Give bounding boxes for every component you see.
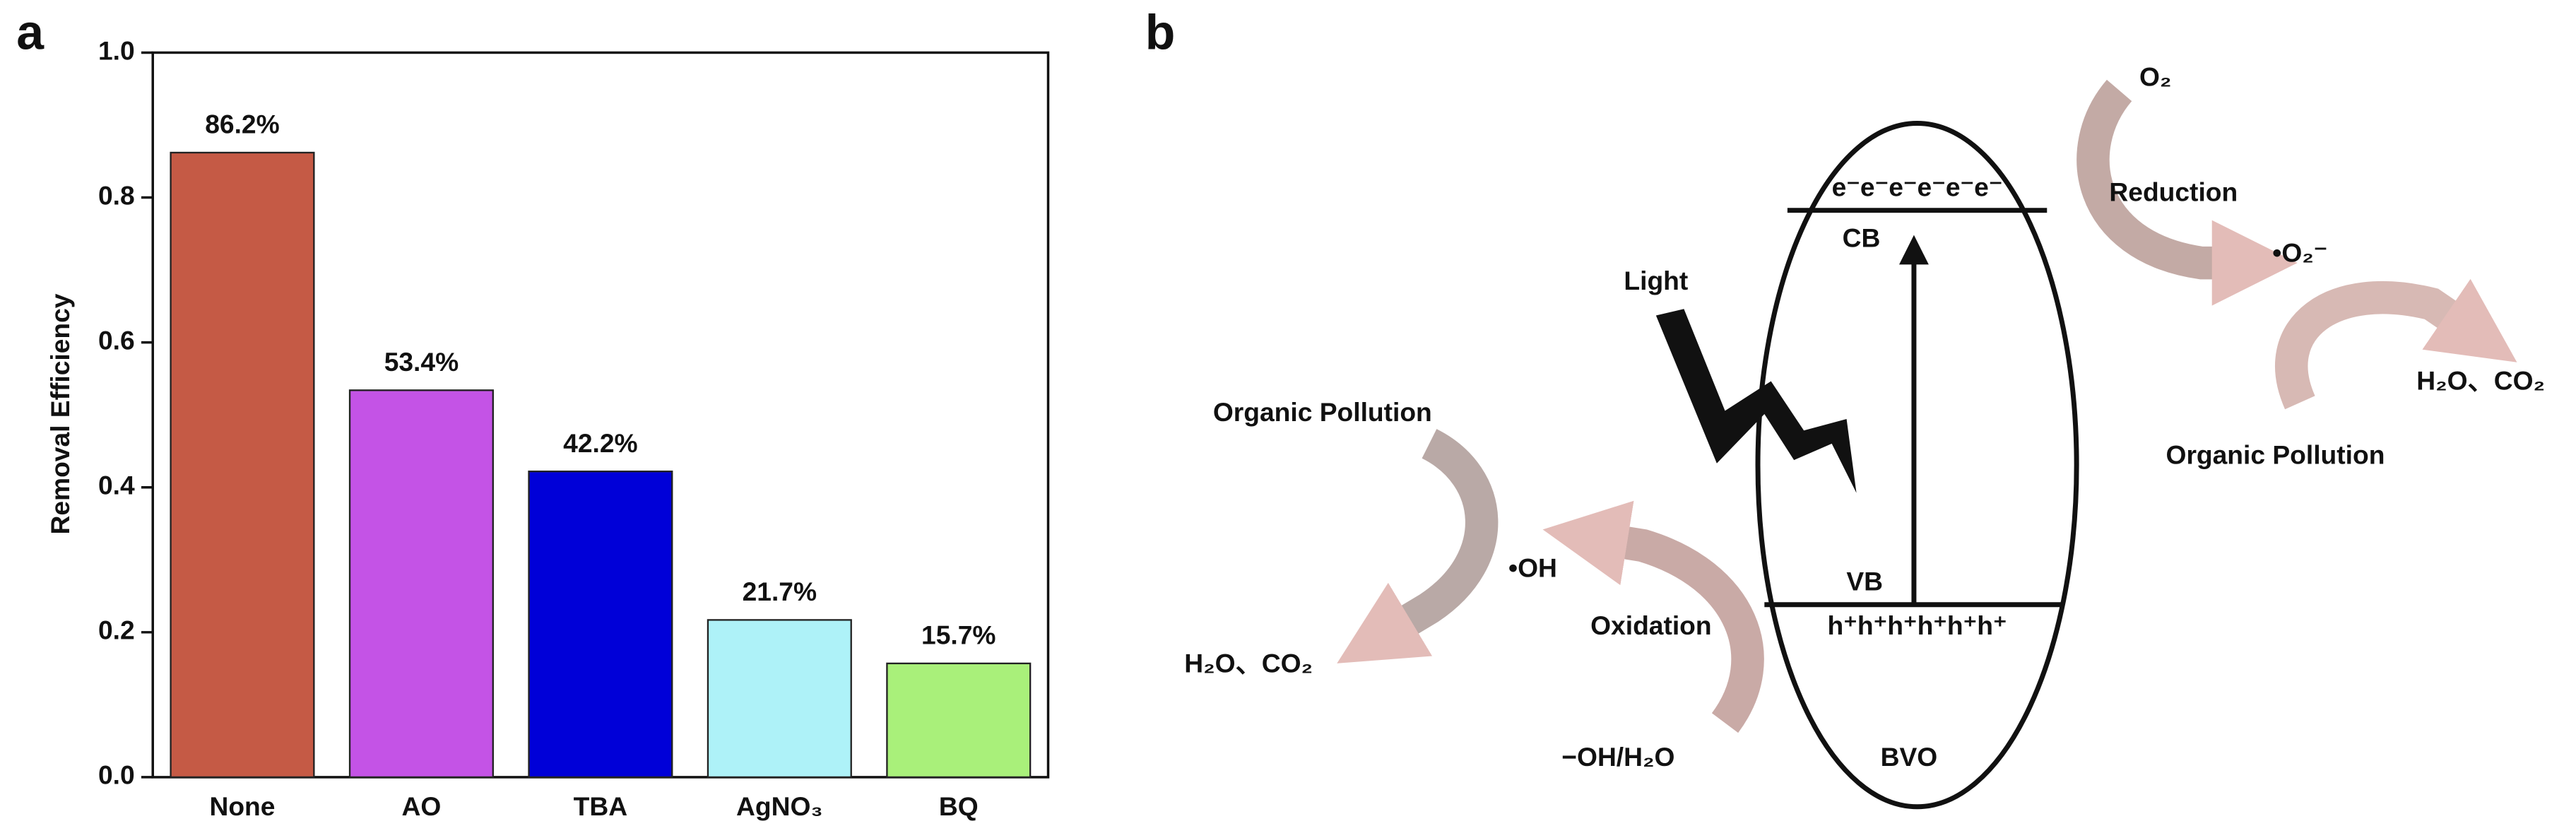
x-tick-label: AgNO₃ xyxy=(736,791,823,821)
label: −OH/H₂O xyxy=(1561,742,1674,772)
label: Organic Pollution xyxy=(1213,397,1432,427)
label: Organic Pollution xyxy=(2166,439,2385,469)
label: H₂O、CO₂ xyxy=(1184,649,1313,678)
diagram xyxy=(1337,79,2517,810)
bar xyxy=(707,619,852,779)
bar xyxy=(886,662,1032,779)
curved-arrow xyxy=(1337,429,1499,663)
label: h⁺h⁺h⁺h⁺h⁺h⁺ xyxy=(1828,610,2007,640)
label: Light xyxy=(1624,266,1688,295)
x-tick-label: None xyxy=(209,791,275,821)
bar xyxy=(528,471,673,779)
value-label: 86.2% xyxy=(205,110,279,139)
bar xyxy=(170,151,315,779)
y-axis-title: Removal Efficiency xyxy=(45,293,75,534)
label: VB xyxy=(1846,566,1883,596)
label: Oxidation xyxy=(1590,610,1711,640)
x-tick-label: BQ xyxy=(939,791,979,821)
label: CB xyxy=(1843,223,1881,252)
y-tick-label: 0.2 xyxy=(98,615,135,645)
curved-arrow xyxy=(1542,500,1764,733)
label: e⁻e⁻e⁻e⁻e⁻e⁻ xyxy=(1832,172,2003,201)
label: H₂O、CO₂ xyxy=(2416,366,2545,396)
x-tick-label: TBA xyxy=(574,791,627,821)
label: •O₂⁻ xyxy=(2272,237,2327,267)
label: BVO xyxy=(1881,742,1938,772)
value-label: 21.7% xyxy=(743,577,817,606)
lightning xyxy=(1655,309,1857,493)
y-tick-label: 0.8 xyxy=(98,180,135,210)
curved-arrow xyxy=(2275,278,2517,410)
label: •OH xyxy=(1508,553,1557,583)
y-tick-label: 0.0 xyxy=(98,760,135,790)
curved-arrow xyxy=(2076,79,2298,306)
value-label: 53.4% xyxy=(384,347,459,377)
panel-label: a xyxy=(16,5,45,60)
value-label: 42.2% xyxy=(563,428,637,458)
x-tick-label: AO xyxy=(402,791,442,821)
label: Reduction xyxy=(2109,177,2238,206)
band-ellipse xyxy=(1755,120,2079,810)
panel-label: b xyxy=(1145,5,1176,60)
value-label: 15.7% xyxy=(921,620,995,650)
y-tick-label: 0.6 xyxy=(98,325,135,355)
y-tick-label: 1.0 xyxy=(98,35,135,65)
bar xyxy=(348,389,494,779)
y-tick-label: 0.4 xyxy=(98,471,135,500)
label: O₂ xyxy=(2139,62,2171,92)
